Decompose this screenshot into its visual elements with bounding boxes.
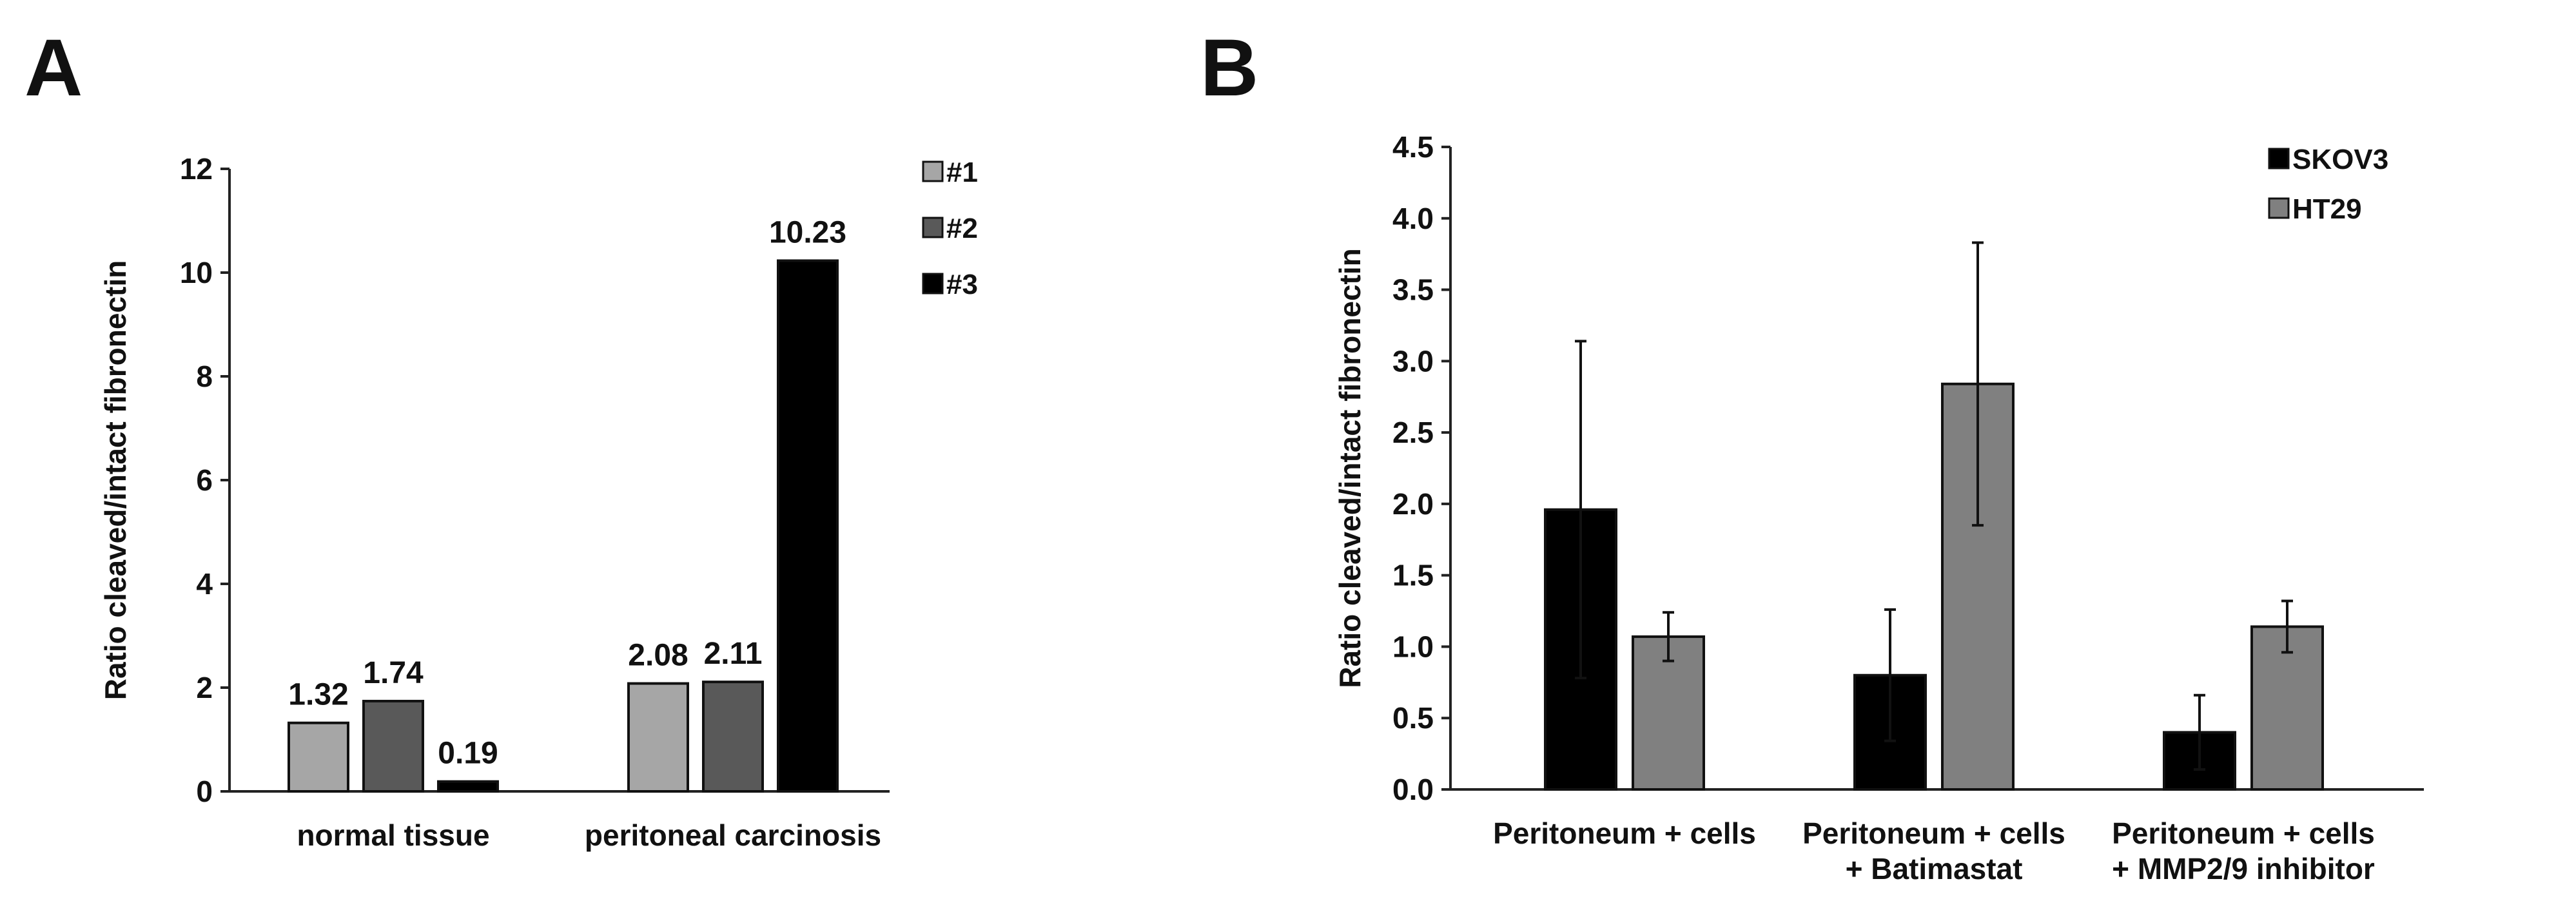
bar-2-1 xyxy=(702,681,764,793)
chart-a: 0 2 4 6 8 10 12 Ratio cleaved/intact fibronecti… xyxy=(99,152,978,852)
bar-3-0 xyxy=(437,780,499,793)
y-tick-label: 10 xyxy=(180,256,213,289)
data-label: 2.11 xyxy=(704,637,763,671)
y-tick-label: 12 xyxy=(180,152,213,186)
x-category-label: + Batimastat xyxy=(1846,852,2023,885)
panel-letter-a: A xyxy=(24,23,83,113)
y-tick-label: 6 xyxy=(196,463,213,497)
bar-2-0 xyxy=(362,699,424,793)
y-tick-label: 4.5 xyxy=(1392,130,1434,164)
bar-3-1 xyxy=(777,259,839,793)
y-tick-label: 3.0 xyxy=(1392,344,1434,378)
legend-swatch xyxy=(2268,148,2290,169)
y-tick-label: 8 xyxy=(196,360,213,393)
legend-label: SKOV3 xyxy=(2292,144,2388,175)
legend-label: #1 xyxy=(946,157,978,188)
legend-swatch xyxy=(922,217,944,238)
x-category-label: normal tissue xyxy=(297,818,489,852)
y-tick-label: 1.0 xyxy=(1392,630,1434,663)
x-category-label: Peritoneum + cells xyxy=(2112,817,2375,850)
legend-label: #2 xyxy=(946,213,978,244)
data-label: 10.23 xyxy=(769,215,846,249)
y-tick-label: 4 xyxy=(196,567,213,601)
x-category-label: Peritoneum + cells xyxy=(1493,817,1756,850)
y-axis-title: Ratio cleaved/intact fibronectin xyxy=(1333,248,1367,688)
bar-1-0 xyxy=(288,721,349,793)
y-tick-label: 0.0 xyxy=(1392,773,1434,806)
chart-b: 0.0 0.5 1.0 1.5 2.0 2.5 3.0 3.5 4.0 4.5 Ratio clea… xyxy=(1333,130,2424,885)
y-tick-label: 0 xyxy=(196,775,213,808)
data-label: 1.74 xyxy=(363,656,424,690)
panel-letter-b: B xyxy=(1200,23,1258,113)
legend-label: #3 xyxy=(946,269,978,300)
legend-swatch xyxy=(922,160,944,182)
data-label: 0.19 xyxy=(438,737,498,771)
x-category-label: peritoneal carcinosis xyxy=(585,818,881,852)
y-tick-label: 1.5 xyxy=(1392,559,1434,592)
x-category-label: Peritoneum + cells xyxy=(1802,817,2065,850)
bar-1-1 xyxy=(627,682,689,793)
data-label: 1.32 xyxy=(288,678,348,712)
y-axis-title: Ratio cleaved/intact fibronectin xyxy=(99,260,132,700)
bar-HT29-2 xyxy=(2250,625,2324,791)
y-tick-label: 4.0 xyxy=(1392,202,1434,235)
data-label: 2.08 xyxy=(628,639,688,673)
legend-label: HT29 xyxy=(2292,193,2362,225)
y-tick-label: 0.5 xyxy=(1392,701,1434,735)
y-tick-label: 3.5 xyxy=(1392,273,1434,307)
y-tick-label: 2.0 xyxy=(1392,487,1434,521)
y-tick-label: 2 xyxy=(196,671,213,704)
legend-swatch xyxy=(922,273,944,295)
legend-swatch xyxy=(2268,197,2290,219)
x-category-label: + MMP2/9 inhibitor xyxy=(2112,852,2375,885)
y-tick-label: 2.5 xyxy=(1392,416,1434,449)
